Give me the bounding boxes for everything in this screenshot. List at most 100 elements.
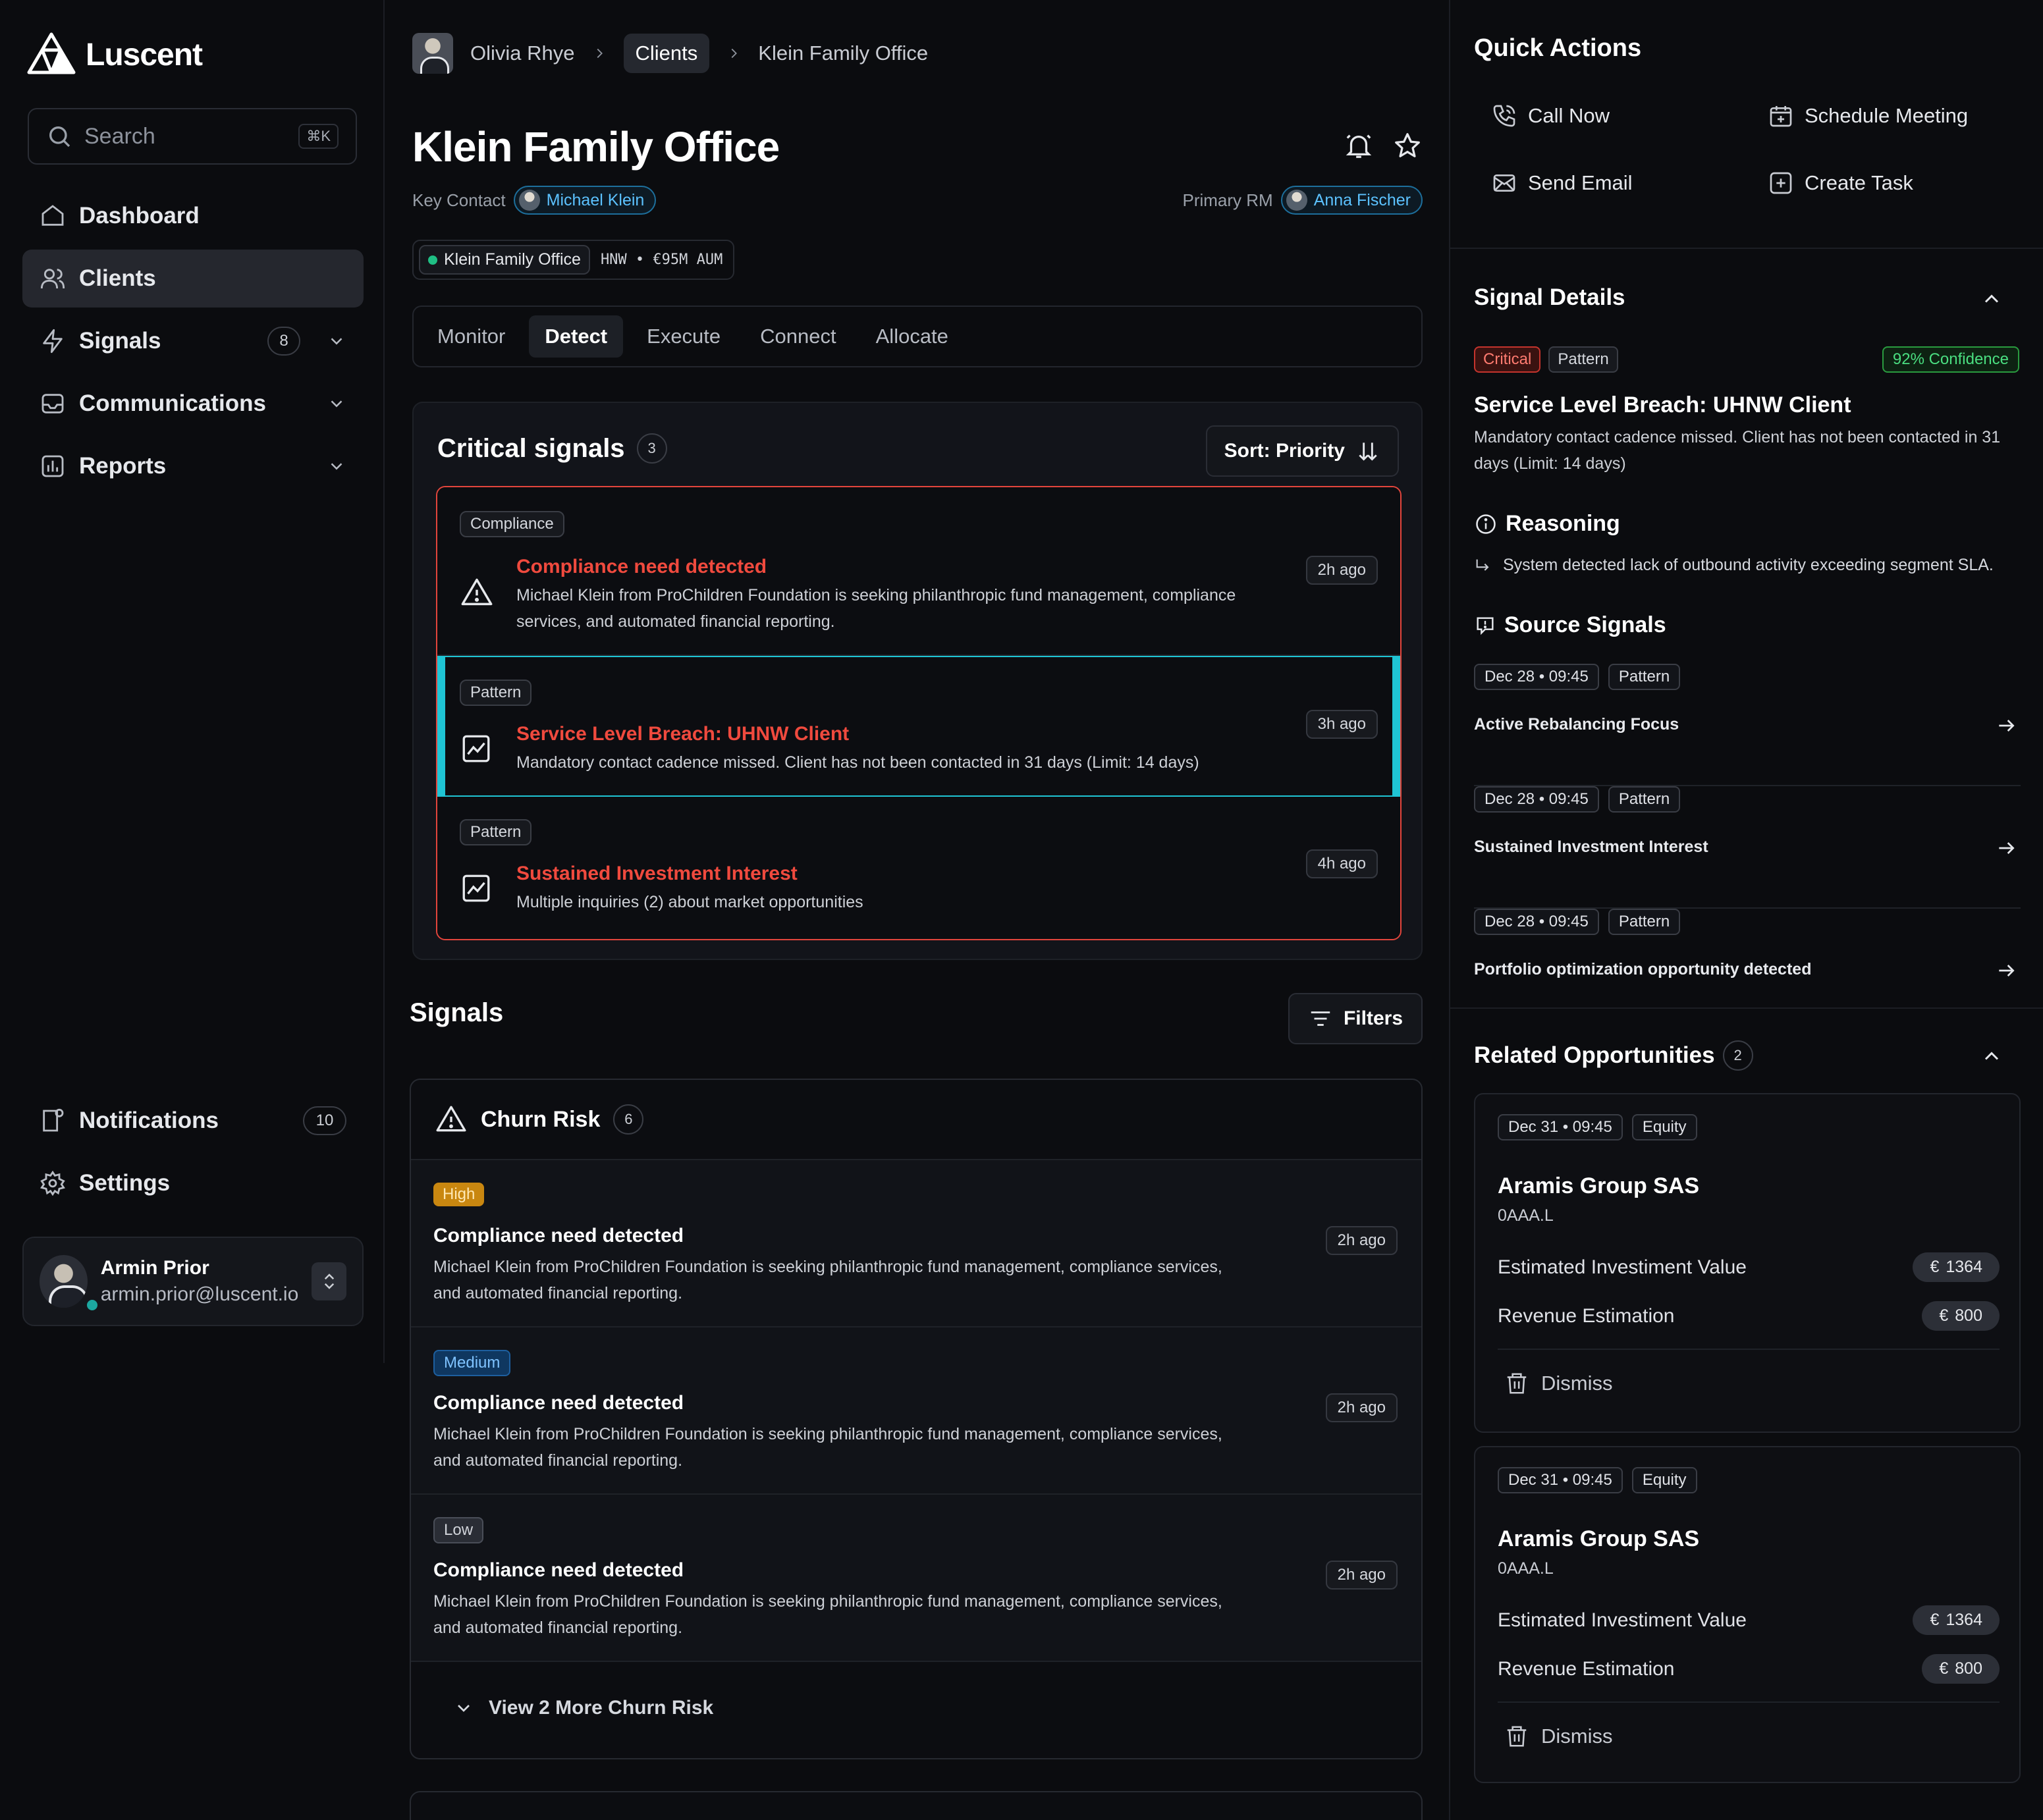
arrow-right-icon[interactable] [1996, 960, 2017, 981]
reasoning-value: System detected lack of outbound activit… [1503, 556, 1994, 574]
star-icon[interactable] [1392, 130, 1423, 161]
opportunity-card[interactable]: Dec 31 • 09:45 Equity Aramis Group SAS 0… [1474, 1446, 2021, 1783]
sidebar-item-dashboard[interactable]: Dashboard [22, 187, 364, 245]
sidebar-item-clients[interactable]: Clients [22, 250, 364, 308]
critical-signal-item[interactable]: Pattern Sustained Investment Interest Mu… [437, 797, 1400, 939]
critical-signal-item[interactable]: Compliance Compliance need detected Mich… [437, 487, 1400, 656]
avatar [40, 1255, 88, 1308]
dismiss-button[interactable]: Dismiss [1504, 1371, 1613, 1396]
call-now-button[interactable]: Call Now [1491, 103, 1768, 129]
signal-details-title: Signal Details [1474, 284, 1625, 310]
tab-execute[interactable]: Execute [647, 325, 721, 348]
source-signal-item[interactable]: Dec 28 • 09:45 Pattern Active Rebalancin… [1474, 664, 2021, 786]
filters-button[interactable]: Filters [1288, 993, 1423, 1044]
signal-description: Mandatory contact cadence missed. Client… [1474, 428, 2001, 473]
euro-icon: € [1939, 1306, 1949, 1325]
source-tags: Dec 28 • 09:45 Pattern [1474, 909, 1681, 935]
sort-arrows-icon [1359, 442, 1377, 461]
date-badge: Dec 28 • 09:45 [1474, 786, 1599, 813]
breadcrumb-current: Klein Family Office [758, 41, 929, 65]
search-input[interactable]: Search ⌘K [28, 108, 357, 165]
signal-description: Michael Klein from ProChildren Foundatio… [433, 1425, 1222, 1470]
key-contact-name: Michael Klein [546, 190, 645, 209]
sidebar-item-label: Signals [79, 328, 161, 354]
tab-allocate[interactable]: Allocate [875, 325, 948, 348]
signal-name: Service Level Breach: UHNW Client [1474, 392, 1851, 417]
pattern-chart-icon [462, 735, 490, 763]
action-label: Send Email [1528, 171, 1633, 194]
send-email-button[interactable]: Send Email [1491, 170, 1768, 196]
search-icon [49, 126, 70, 147]
sidebar-item-label: Communications [79, 390, 266, 416]
asset-class-badge: Equity [1631, 1114, 1697, 1140]
action-label: Call Now [1528, 104, 1610, 127]
investment-value-label: Estimated Investiment Value [1498, 1256, 1747, 1278]
pattern-chart-icon [462, 874, 490, 902]
chevron-down-icon[interactable] [327, 456, 346, 476]
chevron-down-icon [458, 1705, 470, 1712]
account-switcher-button[interactable] [312, 1262, 346, 1300]
dismiss-button[interactable]: Dismiss [1504, 1724, 1613, 1749]
signal-description: Michael Klein from ProChildren Foundatio… [433, 1592, 1222, 1637]
critical-signal-item-selected[interactable]: Pattern Service Level Breach: UHNW Clien… [437, 656, 1400, 797]
signal-item[interactable]: Low Compliance need detected Michael Kle… [411, 1495, 1421, 1662]
account-pill[interactable]: Klein Family Office [419, 245, 590, 275]
source-signal-item[interactable]: Dec 28 • 09:45 Pattern Sustained Investm… [1474, 786, 2021, 909]
chevron-up-icon[interactable] [1980, 1044, 2003, 1068]
reasoning-header: Reasoning [1474, 511, 1620, 537]
account-name: Klein Family Office [444, 250, 581, 269]
view-more-button[interactable]: View 2 More Churn Risk [411, 1662, 1421, 1754]
opportunity-card[interactable]: Dec 31 • 09:45 Equity Aramis Group SAS 0… [1474, 1093, 2021, 1433]
tab-monitor[interactable]: Monitor [437, 325, 506, 348]
critical-signals-list: Compliance Compliance need detected Mich… [436, 486, 1402, 940]
breadcrumb-user[interactable]: Olivia Rhye [470, 41, 575, 65]
main-nav: Dashboard Clients Signals 8 Communicatio… [22, 187, 364, 500]
source-title: Portfolio optimization opportunity detec… [1474, 960, 1812, 978]
breadcrumb-clients[interactable]: Clients [623, 34, 710, 73]
investment-value-row: Estimated Investiment Value € 1364 [1498, 1252, 2000, 1282]
signal-title: Compliance need detected [433, 1392, 684, 1414]
signal-tags: Critical Pattern [1474, 346, 1618, 373]
notify-icon[interactable] [1344, 130, 1374, 161]
opportunity-tags: Dec 31 • 09:45 Equity [1498, 1114, 1697, 1140]
app-logo[interactable]: Luscent [26, 32, 203, 78]
opportunities-title: Related Opportunities [1474, 1042, 1715, 1068]
source-signals-title: Source Signals [1504, 612, 1666, 637]
sidebar-item-settings[interactable]: Settings [22, 1154, 364, 1212]
sidebar: Luscent Search ⌘K Dashboard Clients Sign… [0, 0, 385, 1363]
tab-connect[interactable]: Connect [760, 325, 836, 348]
view-more-label: View 2 More Churn Risk [489, 1697, 714, 1719]
source-signal-item[interactable]: Dec 28 • 09:45 Pattern Portfolio optimiz… [1474, 909, 2021, 1031]
signal-item[interactable]: High Compliance need detected Michael Kl… [411, 1160, 1421, 1327]
opportunity-ticker: 0AAA.L [1498, 1206, 1554, 1225]
user-card[interactable]: Armin Prior armin.prior@luscent.io [22, 1237, 364, 1326]
sidebar-item-reports[interactable]: Reports [22, 437, 364, 495]
arrow-right-icon[interactable] [1996, 715, 2017, 736]
luscent-logo-icon [27, 32, 76, 74]
chevron-up-icon[interactable] [1980, 287, 2003, 311]
sort-button[interactable]: Sort: Priority [1205, 425, 1399, 477]
signal-item[interactable]: Medium Compliance need detected Michael … [411, 1327, 1421, 1495]
investment-value-pill: € 1364 [1913, 1605, 2000, 1635]
revenue-label: Revenue Estimation [1498, 1304, 1675, 1327]
filter-icon [1311, 1011, 1330, 1026]
primary-rm-pill[interactable]: Anna Fischer [1280, 186, 1423, 215]
create-task-button[interactable]: Create Task [1768, 170, 2031, 196]
time-ago: 2h ago [1325, 1561, 1398, 1590]
chevron-down-icon[interactable] [327, 331, 346, 351]
sidebar-item-communications[interactable]: Communications [22, 375, 364, 433]
sidebar-item-notifications[interactable]: Notifications 10 [22, 1092, 364, 1150]
revenue-value-pill: € 800 [1922, 1654, 2000, 1684]
divider [1450, 1007, 2043, 1009]
pattern-badge: Pattern [1548, 346, 1618, 373]
arrow-right-icon[interactable] [1996, 838, 2017, 859]
schedule-meeting-button[interactable]: Schedule Meeting [1768, 103, 2031, 129]
tab-detect[interactable]: Detect [529, 315, 624, 358]
bell-icon [43, 1108, 64, 1132]
key-contact-pill[interactable]: Michael Klein [513, 186, 657, 215]
next-signal-group [410, 1791, 1423, 1820]
sidebar-item-signals[interactable]: Signals 8 [22, 312, 364, 370]
opportunity-tags: Dec 31 • 09:45 Equity [1498, 1467, 1697, 1493]
opportunity-ticker: 0AAA.L [1498, 1559, 1554, 1578]
chevron-down-icon[interactable] [327, 394, 346, 414]
